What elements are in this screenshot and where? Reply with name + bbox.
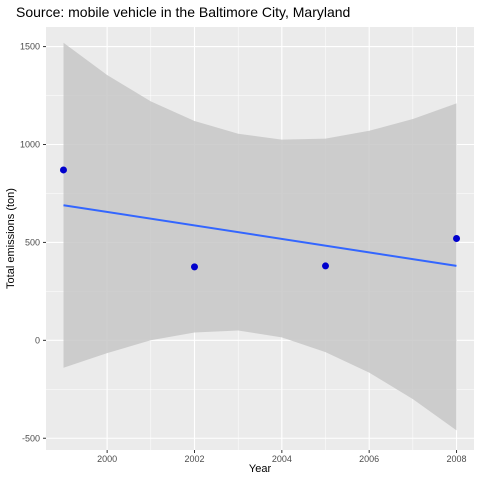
x-tick-label: 2006 <box>359 454 379 464</box>
chart-title: Source: mobile vehicle in the Baltimore … <box>16 4 351 20</box>
y-tick-label: 0 <box>35 335 40 345</box>
y-tick-label: 1000 <box>20 140 40 150</box>
y-tick-label: 1500 <box>20 42 40 52</box>
x-axis: 2000 2002 2004 2006 2008 <box>97 450 467 464</box>
x-tick-label: 2000 <box>97 454 117 464</box>
y-tick-label: 500 <box>25 237 40 247</box>
x-tick-label: 2002 <box>184 454 204 464</box>
y-tick-label: -500 <box>22 433 40 443</box>
data-point <box>453 235 461 242</box>
x-tick-label: 2008 <box>447 454 467 464</box>
y-axis: -500 0 500 1000 1500 <box>20 42 46 443</box>
x-tick-label: 2004 <box>272 454 292 464</box>
y-axis-title: Total emissions (ton) <box>5 188 17 289</box>
data-point <box>322 262 330 270</box>
x-axis-title: Year <box>249 463 272 475</box>
trend-line <box>63 204 457 267</box>
data-points <box>59 166 461 271</box>
data-point <box>59 166 67 174</box>
data-point <box>190 263 198 271</box>
